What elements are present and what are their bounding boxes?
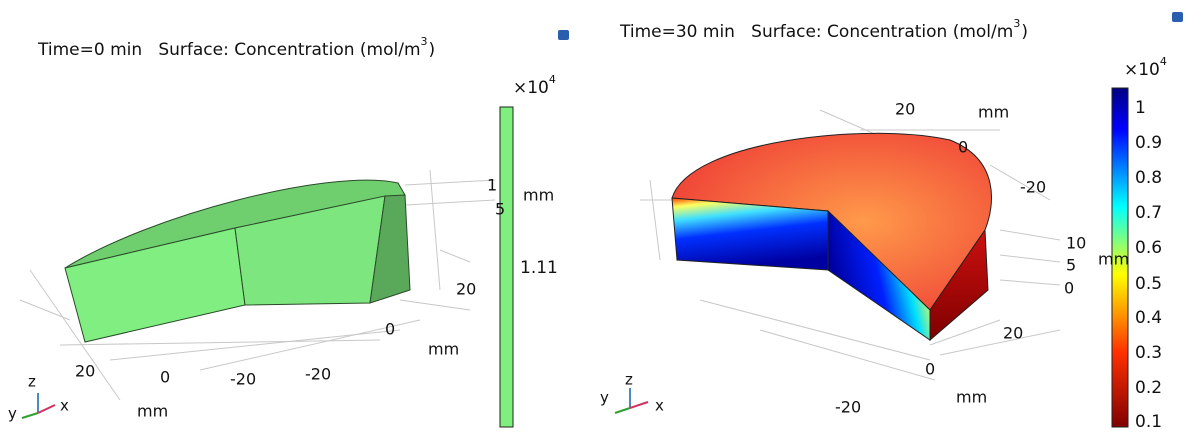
colorbar-exponent: 4 bbox=[1160, 55, 1167, 68]
axis-tick-label: 0 bbox=[385, 320, 395, 339]
title-end: ) bbox=[429, 40, 436, 60]
icon bbox=[1172, 12, 1183, 22]
axis-tick-label: 20 bbox=[1003, 324, 1023, 343]
colorbar-tick-label: 1.11 bbox=[520, 258, 558, 278]
triad-label: x bbox=[60, 397, 69, 415]
axis-tick-label: -20 bbox=[305, 365, 331, 384]
colorbar-tick-label: 0.4 bbox=[1135, 308, 1162, 328]
colorbar-tick-label: 0.9 bbox=[1135, 133, 1162, 153]
panel-title: Time=30 min Surface: Concentration (mol/… bbox=[619, 22, 1013, 42]
icon bbox=[558, 30, 569, 40]
axis-tick-label: 10 bbox=[1066, 234, 1086, 253]
axis-tick-label: 5 bbox=[495, 200, 505, 219]
triad-label: x bbox=[655, 397, 664, 415]
axis-tick-label: mm bbox=[137, 402, 168, 421]
axis-tick-label: mm bbox=[523, 186, 554, 205]
axis-tick-label: -20 bbox=[835, 398, 861, 417]
solid-field bbox=[672, 133, 992, 340]
colorbar-multiplier: ×10 bbox=[513, 78, 549, 98]
colorbar-tick-label: 0.6 bbox=[1135, 238, 1162, 258]
axis-tick-label: 0 bbox=[958, 138, 968, 157]
panel-title: Time=0 min Surface: Concentration (mol/m bbox=[37, 40, 421, 60]
axis-tick-label: mm bbox=[428, 340, 459, 359]
colorbar-tick-label: 0.1 bbox=[1135, 412, 1162, 432]
colorbar-tick-label: 0.3 bbox=[1135, 343, 1162, 363]
axis-tick-label: 0 bbox=[160, 368, 170, 387]
axis-tick-label: 0 bbox=[1064, 279, 1074, 298]
colorbar-multiplier: ×10 bbox=[1124, 60, 1160, 80]
colorbar-tick-label: 0.8 bbox=[1135, 168, 1162, 188]
colorbar-tick-label: 0.5 bbox=[1135, 274, 1162, 294]
axis-tick-label: 0 bbox=[925, 360, 935, 379]
triad-label: z bbox=[28, 373, 36, 391]
axis-tick-label: mm bbox=[1098, 250, 1129, 269]
triad bbox=[615, 388, 648, 413]
solid-green bbox=[65, 180, 410, 342]
colorbar bbox=[500, 107, 513, 427]
triad bbox=[22, 393, 55, 418]
colorbar-exponent: 4 bbox=[549, 73, 556, 86]
title-end: ) bbox=[1021, 22, 1028, 42]
axis-tick-label: 20 bbox=[75, 362, 95, 381]
colorbar-tick-label: 1 bbox=[1135, 98, 1146, 118]
triad-label: y bbox=[8, 405, 17, 423]
axis-tick-label: 20 bbox=[456, 280, 476, 299]
triad-label: z bbox=[625, 371, 633, 389]
axis-tick-label: mm bbox=[956, 388, 987, 407]
screen: Time=0 min Surface: Concentration (mol/m… bbox=[0, 0, 1194, 432]
title-superscript: 3 bbox=[421, 35, 428, 48]
colorbar-tick-label: 0.2 bbox=[1135, 378, 1162, 398]
colorbar-tick-label: 0.7 bbox=[1135, 203, 1162, 223]
axis-tick-label: -20 bbox=[230, 370, 256, 389]
axis-tick-label: 1 bbox=[487, 176, 497, 195]
triad-label: y bbox=[600, 389, 609, 407]
axis-tick-label: mm bbox=[978, 103, 1009, 122]
title-superscript: 3 bbox=[1013, 17, 1020, 30]
axis-tick-label: 20 bbox=[895, 100, 915, 119]
axis-tick-label: -20 bbox=[1020, 178, 1046, 197]
axis-tick-label: 5 bbox=[1066, 256, 1076, 275]
